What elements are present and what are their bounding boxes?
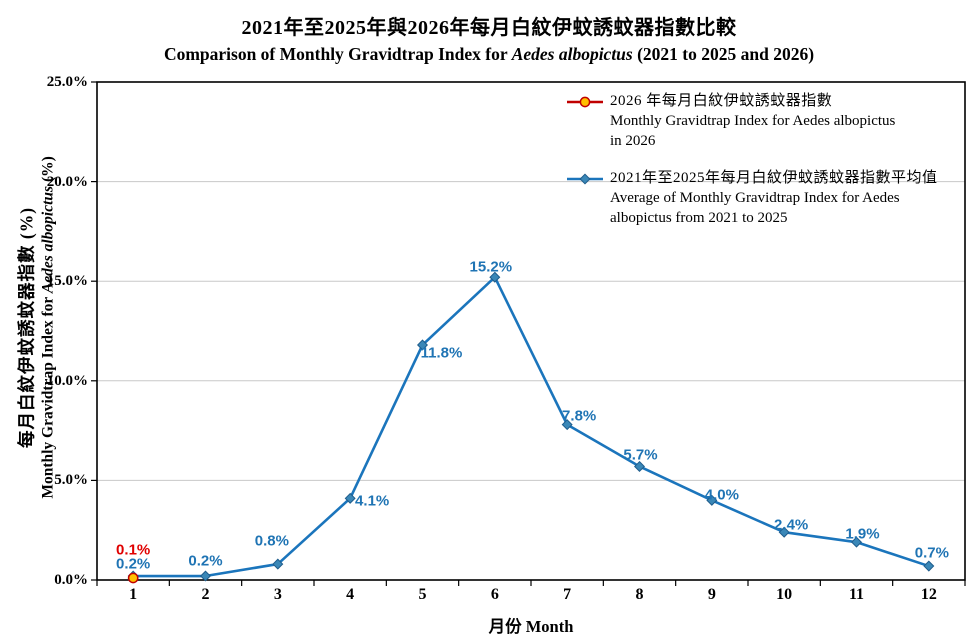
data-label: 2.4% [774, 516, 809, 534]
data-label: 1.9% [845, 525, 880, 543]
x-tick-label: 1 [129, 586, 138, 603]
chart-title-en: Comparison of Monthly Gravidtrap Index f… [163, 44, 815, 64]
x-tick-label: 3 [273, 586, 282, 603]
legend-2026-label-en: Monthly Gravidtrap Index for Aedes albop… [610, 112, 896, 149]
x-tick-label: 8 [635, 586, 644, 603]
data-label: 4.0% [704, 486, 739, 504]
legend-average-label-en: Average of Monthly Gravidtrap Index for … [610, 189, 900, 226]
data-label: 0.8% [254, 532, 289, 550]
legend-marker-diamond-icon [566, 172, 610, 191]
x-tick-label: 12 [920, 586, 937, 603]
legend-entry-2026: 2026 年每月白紋伊蚊誘蚊器指數 Monthly Gravidtrap Ind… [566, 92, 956, 152]
legend-average-label-zh: 2021年至2025年每月白紋伊蚊誘蚊器指數平均值 [610, 169, 938, 186]
y-tick-label: 0.0% [54, 572, 88, 588]
x-tick-label: 9 [707, 586, 716, 603]
y-tick-label: 15.0% [46, 273, 88, 290]
chart-title-zh: 2021年至2025年與2026年每月白紋伊蚊誘蚊器指數比較 [241, 17, 737, 39]
x-tick-label: 10 [776, 586, 793, 603]
data-label: 0.2% [116, 555, 151, 573]
y-tick-label: 5.0% [54, 472, 88, 489]
legend-marker-circle-icon [566, 95, 610, 114]
x-tick-label: 4 [346, 586, 355, 603]
x-tick-label: 7 [563, 586, 572, 603]
x-tick-label: 11 [848, 586, 865, 603]
data-label: 11.8% [420, 344, 463, 362]
legend: 2026 年每月白紋伊蚊誘蚊器指數 Monthly Gravidtrap Ind… [566, 92, 956, 246]
x-axis-title: 月份 Month [488, 617, 574, 636]
chart-title-block: 2021年至2025年與2026年每月白紋伊蚊誘蚊器指數比較 Compariso… [0, 16, 978, 66]
data-label: 4.1% [355, 492, 390, 510]
x-tick-label: 2 [201, 586, 210, 603]
legend-2026-label-zh: 2026 年每月白紋伊蚊誘蚊器指數 [610, 93, 833, 109]
y-tick-label: 10.0% [46, 372, 88, 389]
y-axis-title-zh: 每月白紋伊蚊誘蚊器指數 (%) [16, 206, 37, 448]
data-label: 5.7% [623, 446, 658, 464]
legend-entry-average: 2021年至2025年每月白紋伊蚊誘蚊器指數平均值 Average of Mon… [566, 169, 956, 229]
data-label: 0.7% [914, 544, 949, 562]
data-label: 0.1% [116, 541, 151, 559]
data-label: 7.8% [562, 407, 597, 425]
x-tick-label: 6 [490, 586, 499, 603]
data-label: 0.2% [188, 552, 223, 570]
y-tick-label: 25.0% [46, 74, 88, 90]
y-tick-label: 20.0% [46, 173, 88, 190]
data-label: 15.2% [469, 258, 513, 276]
x-tick-label: 5 [418, 586, 427, 603]
